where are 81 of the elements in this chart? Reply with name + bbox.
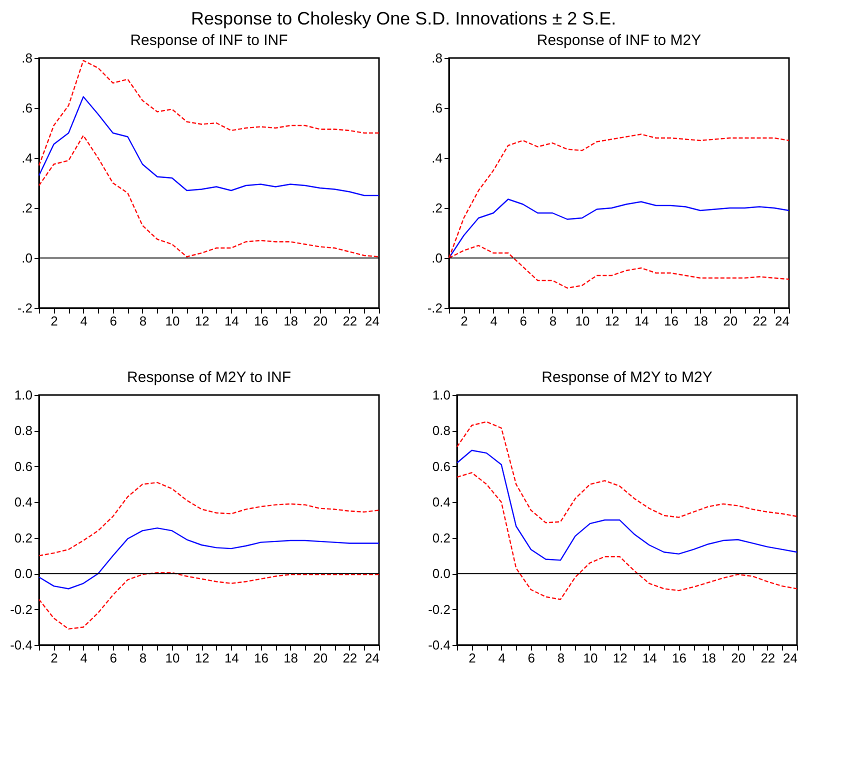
x-tick-label: 4 <box>490 314 498 328</box>
x-tick-label: 22 <box>342 650 358 666</box>
y-tick-label: -0.2 <box>10 602 32 617</box>
x-tick-label: 16 <box>254 314 268 328</box>
x-tick-label: 20 <box>313 314 328 328</box>
y-tick-label: .6 <box>22 100 32 116</box>
chart-title: Response of INF to M2Y <box>536 32 702 49</box>
y-tick-label: .4 <box>432 150 442 166</box>
x-tick-label: 16 <box>672 650 686 666</box>
y-tick-label: .0 <box>432 250 442 266</box>
y-tick-label: .4 <box>22 150 32 166</box>
x-tick-label: 10 <box>165 650 180 666</box>
x-tick-label: 24 <box>775 314 790 328</box>
x-tick-label: 24 <box>365 650 380 666</box>
x-tick-label: 4 <box>80 314 88 328</box>
y-tick-label: 0.6 <box>14 458 32 474</box>
y-tick-label: 1.0 <box>14 388 32 402</box>
x-tick-label: 2 <box>50 650 58 666</box>
x-tick-label: 12 <box>194 650 210 666</box>
y-tick-label: .8 <box>22 50 32 66</box>
x-tick-label: 14 <box>224 650 239 666</box>
y-tick-label: .0 <box>22 250 32 266</box>
y-tick-label: 0.6 <box>432 458 450 474</box>
x-tick-label: 2 <box>50 314 58 328</box>
y-tick-label: .8 <box>432 50 442 66</box>
x-tick-label: 20 <box>723 314 738 328</box>
y-tick-label: 0.4 <box>14 494 32 510</box>
y-tick-label: 0.2 <box>14 530 32 546</box>
x-tick-label: 8 <box>557 650 565 666</box>
y-tick-label: 0.2 <box>432 530 450 546</box>
x-tick-label: 2 <box>460 314 468 328</box>
y-tick-label: .6 <box>432 100 442 116</box>
x-tick-label: 6 <box>528 650 536 666</box>
y-tick-label: -0.4 <box>10 638 32 652</box>
x-tick-label: 10 <box>583 650 598 666</box>
x-tick-label: 18 <box>702 650 716 666</box>
x-tick-label: 24 <box>365 314 380 328</box>
x-tick-label: 20 <box>313 650 328 666</box>
x-tick-label: 18 <box>284 650 298 666</box>
x-tick-label: 10 <box>575 314 590 328</box>
x-tick-label: 6 <box>110 314 118 328</box>
x-tick-label: 4 <box>498 650 506 666</box>
x-tick-label: 6 <box>110 650 118 666</box>
y-tick-label: 0.4 <box>432 494 450 510</box>
y-tick-label: 0.8 <box>432 423 450 438</box>
x-tick-label: 22 <box>760 650 776 666</box>
x-tick-label: 14 <box>634 314 649 328</box>
y-tick-label: -0.2 <box>428 602 450 617</box>
x-tick-label: 14 <box>642 650 657 666</box>
x-tick-label: 16 <box>664 314 678 328</box>
x-tick-label: 12 <box>612 650 628 666</box>
y-tick-label: 1.0 <box>432 388 450 402</box>
x-tick-label: 8 <box>549 314 557 328</box>
chart-title: Response of M2Y to M2Y <box>542 369 712 386</box>
y-tick-label: 0.0 <box>14 566 32 582</box>
y-tick-label: -.2 <box>17 300 32 316</box>
y-tick-label: .2 <box>22 200 32 216</box>
x-tick-label: 24 <box>783 650 798 666</box>
x-tick-label: 8 <box>139 650 147 666</box>
y-tick-label: 0.0 <box>432 566 450 582</box>
x-tick-label: 22 <box>342 314 358 328</box>
x-tick-label: 12 <box>194 314 210 328</box>
chart-title: Response of M2Y to INF <box>127 369 291 386</box>
x-tick-label: 12 <box>604 314 620 328</box>
y-tick-label: -.2 <box>427 300 442 316</box>
y-tick-label: -0.4 <box>428 638 450 652</box>
x-tick-label: 8 <box>139 314 147 328</box>
x-tick-label: 6 <box>520 314 528 328</box>
x-tick-label: 18 <box>694 314 708 328</box>
y-tick-label: .2 <box>432 200 442 216</box>
x-tick-label: 14 <box>224 314 239 328</box>
x-tick-label: 22 <box>752 314 768 328</box>
x-tick-label: 2 <box>468 650 476 666</box>
text: Response to Cholesky One S.D. Innovations ± 2 S.E. <box>191 8 616 28</box>
x-tick-label: 16 <box>254 650 268 666</box>
x-tick-label: 18 <box>284 314 298 328</box>
x-tick-label: 4 <box>80 650 88 666</box>
y-tick-label: 0.8 <box>14 423 32 438</box>
x-tick-label: 10 <box>165 314 180 328</box>
chart-title: Response of INF to INF <box>130 32 288 49</box>
x-tick-label: 20 <box>731 650 746 666</box>
